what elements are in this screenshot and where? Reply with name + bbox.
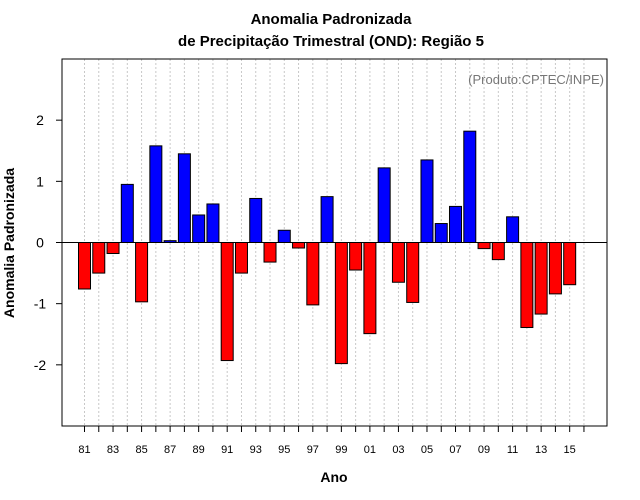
x-tick-label: 15: [564, 444, 576, 456]
bar-89: [192, 214, 206, 244]
x-tick-label: 81: [78, 444, 90, 456]
bar-15: [563, 242, 577, 286]
bars: [78, 130, 577, 365]
source-annotation: (Produto:CPTEC/INPE): [468, 72, 604, 87]
bar-11: [506, 216, 520, 243]
y-tick-label: 0: [36, 235, 44, 251]
bar-08: [463, 130, 477, 243]
bar-02: [377, 167, 391, 243]
y-axis: 2 1 0 -1 -2: [34, 112, 62, 373]
bar-04: [406, 242, 420, 303]
bar-91: [220, 242, 234, 362]
y-tick-label: 1: [36, 173, 44, 189]
x-tick-label: 13: [535, 444, 547, 456]
bar-97: [306, 242, 320, 306]
x-tick-label: 87: [164, 444, 176, 456]
bar-12: [520, 242, 534, 329]
x-tick-label: 03: [392, 444, 404, 456]
bar-98: [320, 196, 334, 243]
bar-83: [106, 242, 120, 255]
bar-14: [548, 242, 562, 295]
x-tick-label: 83: [107, 444, 119, 456]
chart-subtitle: de Precipitação Trimestral (OND): Região…: [178, 33, 484, 50]
bar-88: [177, 153, 191, 243]
x-axis-label: Ano: [320, 469, 347, 485]
chart-title: Anomalia Padronizada: [251, 11, 413, 28]
x-tick-label: 11: [507, 444, 518, 456]
x-tick-label: 93: [250, 444, 262, 456]
bar-05: [420, 159, 434, 243]
x-tick-label: 95: [278, 444, 290, 456]
x-tick-label: 01: [364, 444, 376, 456]
bar-86: [149, 145, 163, 244]
grid-lines: [84, 59, 585, 426]
x-tick-label: 09: [478, 444, 490, 456]
bar-87: [163, 240, 177, 243]
x-tick-label: 91: [221, 444, 233, 456]
bar-07: [449, 205, 463, 243]
x-tick-label: 85: [135, 444, 147, 456]
bar-95: [277, 229, 291, 243]
bar-84: [120, 183, 134, 243]
x-axis: 81 83 85 87 89 91 93 95 97 99 01 03 05 07 09 11 13 15: [78, 426, 585, 456]
bar-06: [434, 223, 448, 243]
bar-82: [92, 242, 106, 274]
y-tick-label: -1: [34, 296, 47, 312]
bar-00: [349, 242, 363, 271]
bar-96: [292, 242, 306, 249]
bar-01: [363, 242, 377, 335]
bar-93: [249, 197, 263, 244]
y-axis-label: Anomalia Padronizada: [1, 168, 17, 318]
x-tick-label: 99: [335, 444, 347, 456]
bar-99: [334, 242, 348, 365]
bar-85: [135, 242, 149, 303]
bar-09: [477, 242, 491, 250]
bar-13: [534, 242, 548, 315]
x-tick-label: 89: [193, 444, 205, 456]
bar-90: [206, 203, 220, 243]
y-tick-label: 2: [36, 112, 44, 128]
bar-03: [391, 242, 405, 283]
x-tick-label: 97: [307, 444, 319, 456]
y-tick-label: -2: [34, 357, 47, 373]
bar-10: [491, 242, 505, 261]
bar-81: [78, 242, 91, 290]
bar-94: [263, 242, 277, 263]
x-tick-label: 05: [421, 444, 433, 456]
x-tick-label: 07: [449, 444, 461, 456]
bar-92: [234, 242, 248, 274]
